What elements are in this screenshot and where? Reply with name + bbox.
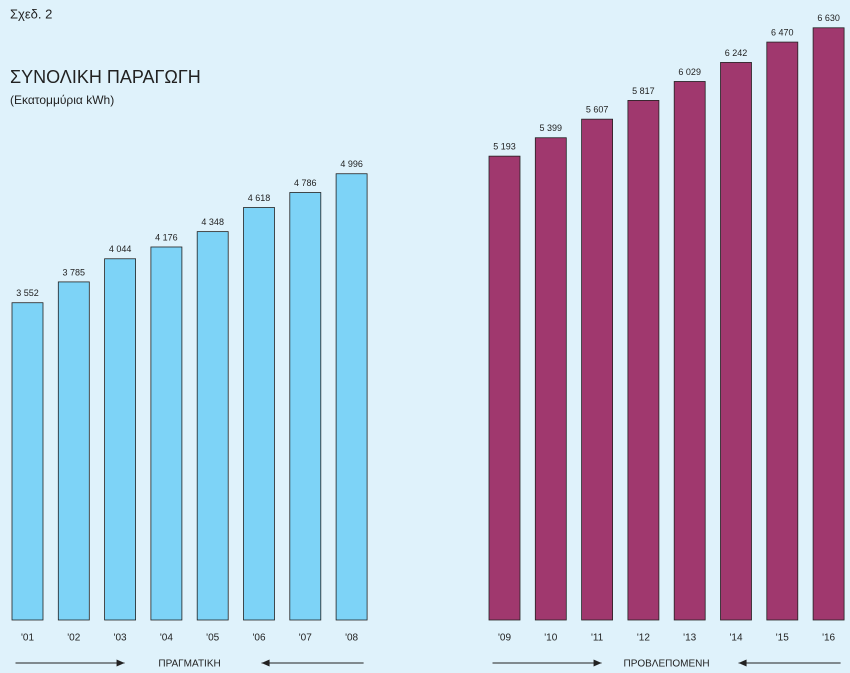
x-tick-label: '07 (299, 633, 312, 644)
value-label: 6 242 (725, 48, 748, 58)
bar (812, 27, 845, 621)
bar (289, 192, 322, 621)
value-label: 6 029 (678, 67, 701, 77)
bar (627, 100, 660, 621)
x-tick-label: '08 (345, 633, 358, 644)
chart-subtitle: (Εκατομμύρια kWh) (10, 93, 114, 107)
x-tick-label: '14 (729, 633, 742, 644)
bar (335, 173, 368, 621)
bar (11, 302, 44, 621)
bar (581, 118, 613, 621)
bar (196, 231, 229, 621)
x-tick-label: '11 (591, 633, 604, 644)
group-label: ΠΡΟΒΛΕΠΟΜΕΝΗ (623, 659, 709, 670)
bar (57, 281, 90, 621)
value-label: 5 193 (493, 142, 516, 152)
x-tick-label: '13 (683, 633, 696, 644)
x-tick-label: '01 (21, 633, 34, 644)
x-tick-label: '06 (252, 633, 265, 644)
arrow-head (593, 659, 602, 667)
bar (534, 137, 567, 621)
bar (104, 258, 136, 621)
chart-title: ΣΥΝΟΛΙΚΗ ΠΑΡΑΓΩΓΗ (10, 67, 201, 87)
value-label: 4 996 (340, 159, 363, 169)
value-label: 6 630 (817, 13, 840, 23)
x-tick-label: '02 (67, 633, 80, 644)
value-label: 4 618 (248, 193, 271, 203)
bar (720, 62, 752, 621)
value-label: 4 044 (109, 244, 132, 254)
x-tick-label: '10 (544, 633, 557, 644)
group-label: ΠΡΑΓΜΑΤΙΚΗ (158, 659, 220, 670)
value-label: 5 817 (632, 86, 655, 96)
value-label: 4 786 (294, 178, 317, 188)
value-label: 5 607 (586, 105, 609, 115)
bar (488, 155, 521, 621)
x-tick-label: '03 (114, 633, 127, 644)
value-label: 3 785 (63, 267, 86, 277)
bar (673, 81, 706, 621)
bar (243, 207, 275, 621)
figure-label: Σχεδ. 2 (10, 6, 52, 21)
arrow-head (261, 659, 270, 667)
value-label: 4 176 (155, 232, 178, 242)
arrow-head (116, 659, 125, 667)
x-tick-label: '16 (822, 633, 835, 644)
x-tick-label: '12 (637, 633, 650, 644)
value-label: 4 348 (201, 217, 224, 227)
x-tick-label: '04 (160, 633, 173, 644)
arrow-head (738, 659, 747, 667)
value-label: 3 552 (16, 288, 39, 298)
value-label: 5 399 (540, 123, 563, 133)
x-tick-label: '05 (206, 633, 219, 644)
value-label: 6 470 (771, 27, 794, 37)
x-tick-label: '15 (776, 633, 789, 644)
x-tick-label: '09 (498, 633, 511, 644)
bar (150, 246, 183, 621)
bar (766, 41, 799, 621)
